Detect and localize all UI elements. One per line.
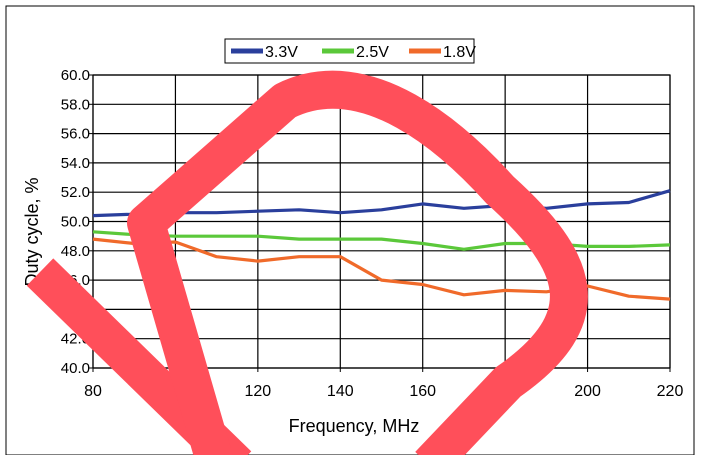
y-tick-label: 56.0 bbox=[61, 126, 90, 143]
y-axis-label: Duty cycle, % bbox=[22, 177, 42, 286]
legend: 3.3V 2.5V 1.8V bbox=[224, 38, 476, 64]
forbidden-sign-icon bbox=[26, 70, 588, 455]
legend-label: 1.8V bbox=[443, 44, 476, 61]
x-tick-label: 120 bbox=[245, 383, 272, 400]
y-tick-label: 60.0 bbox=[61, 67, 90, 84]
y-tick-label: 50.0 bbox=[61, 214, 90, 231]
legend-label: 2.5V bbox=[356, 44, 389, 61]
x-tick-label: 200 bbox=[574, 383, 601, 400]
y-tick-label: 40.0 bbox=[61, 360, 90, 377]
legend-label: 3.3V bbox=[265, 44, 298, 61]
x-tick-label: 220 bbox=[657, 383, 684, 400]
series-line-2-5V bbox=[92, 230, 671, 251]
x-axis-label: Frequency, MHz bbox=[289, 416, 420, 436]
y-tick-label: 52.0 bbox=[61, 184, 90, 201]
y-tick-label: 54.0 bbox=[61, 155, 90, 172]
series-line-3-3V bbox=[92, 189, 671, 218]
y-tick-label: 48.0 bbox=[61, 243, 90, 260]
y-tick-label: 58.0 bbox=[61, 96, 90, 113]
x-tick-label: 160 bbox=[409, 383, 436, 400]
x-tick-label: 80 bbox=[84, 383, 102, 400]
x-tick-label: 140 bbox=[327, 383, 354, 400]
